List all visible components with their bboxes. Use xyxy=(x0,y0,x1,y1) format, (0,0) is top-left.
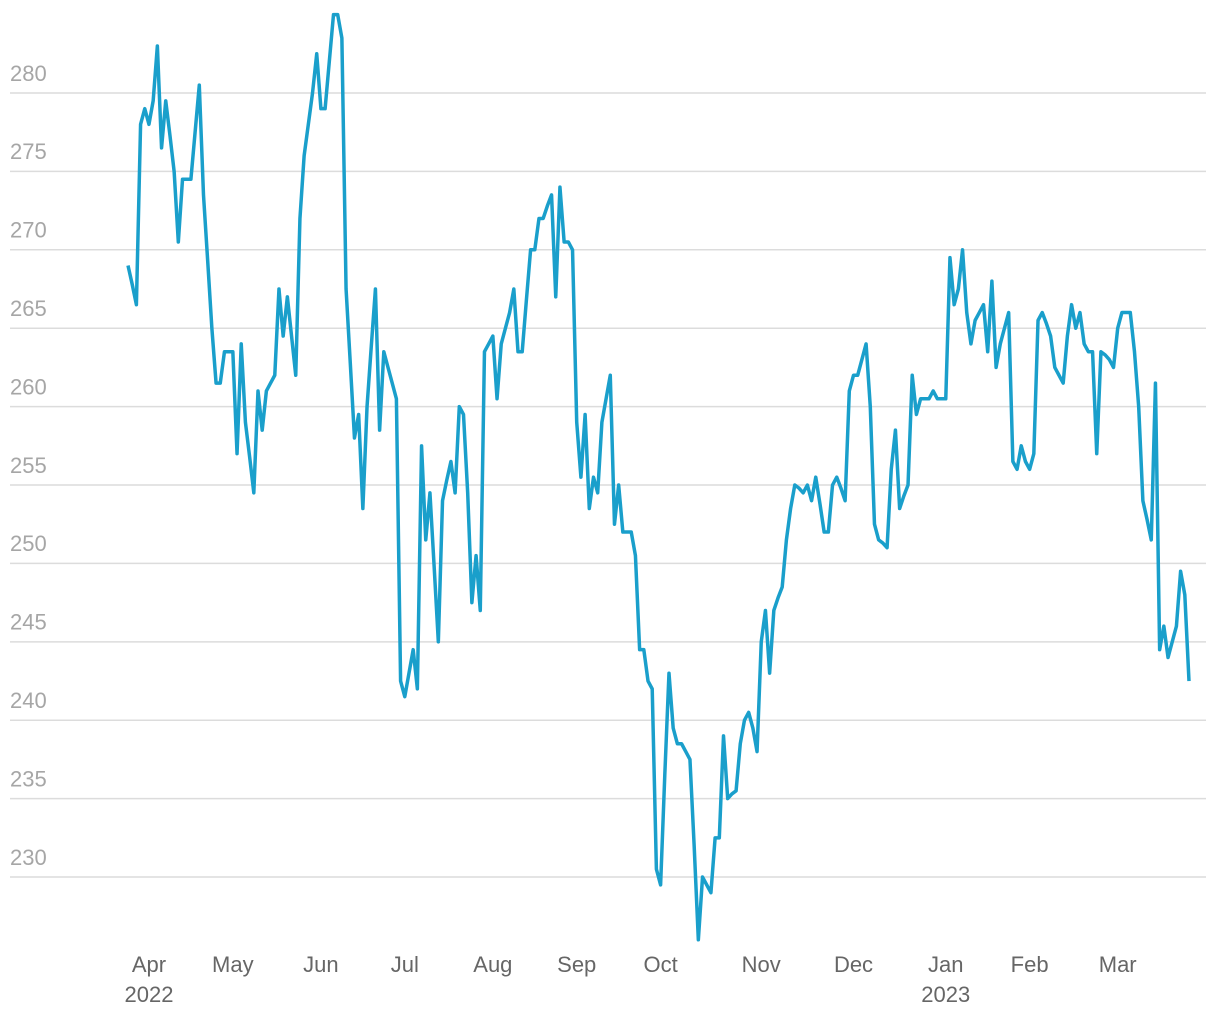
x-tick-label: Oct xyxy=(643,952,677,977)
x-tick-label: Jun xyxy=(303,952,338,977)
x-tick-label: Jul xyxy=(391,952,419,977)
x-tick-label: Mar xyxy=(1099,952,1137,977)
x-tick-label: Jan 2023 xyxy=(921,952,970,1007)
y-tick-label: 235 xyxy=(10,766,47,791)
x-tick-label: Apr 2022 xyxy=(124,952,173,1007)
x-tick-label: May xyxy=(212,952,254,977)
y-tick-label: 245 xyxy=(10,610,47,635)
y-tick-label: 240 xyxy=(10,688,47,713)
price-line xyxy=(126,12,1191,942)
y-tick-label: 255 xyxy=(10,453,47,478)
y-tick-label: 230 xyxy=(10,845,47,870)
x-tick-label: Aug xyxy=(473,952,512,977)
y-tick-label: 275 xyxy=(10,139,47,164)
y-tick-label: 280 xyxy=(10,61,47,86)
y-tick-label: 270 xyxy=(10,218,47,243)
y-tick-label: 250 xyxy=(10,531,47,556)
x-tick-label: Feb xyxy=(1011,952,1049,977)
y-tick-label: 260 xyxy=(10,374,47,399)
x-tick-label: Nov xyxy=(742,952,781,977)
y-tick-label: 265 xyxy=(10,296,47,321)
x-tick-label: Sep xyxy=(557,952,596,977)
x-tick-label: Dec xyxy=(834,952,873,977)
